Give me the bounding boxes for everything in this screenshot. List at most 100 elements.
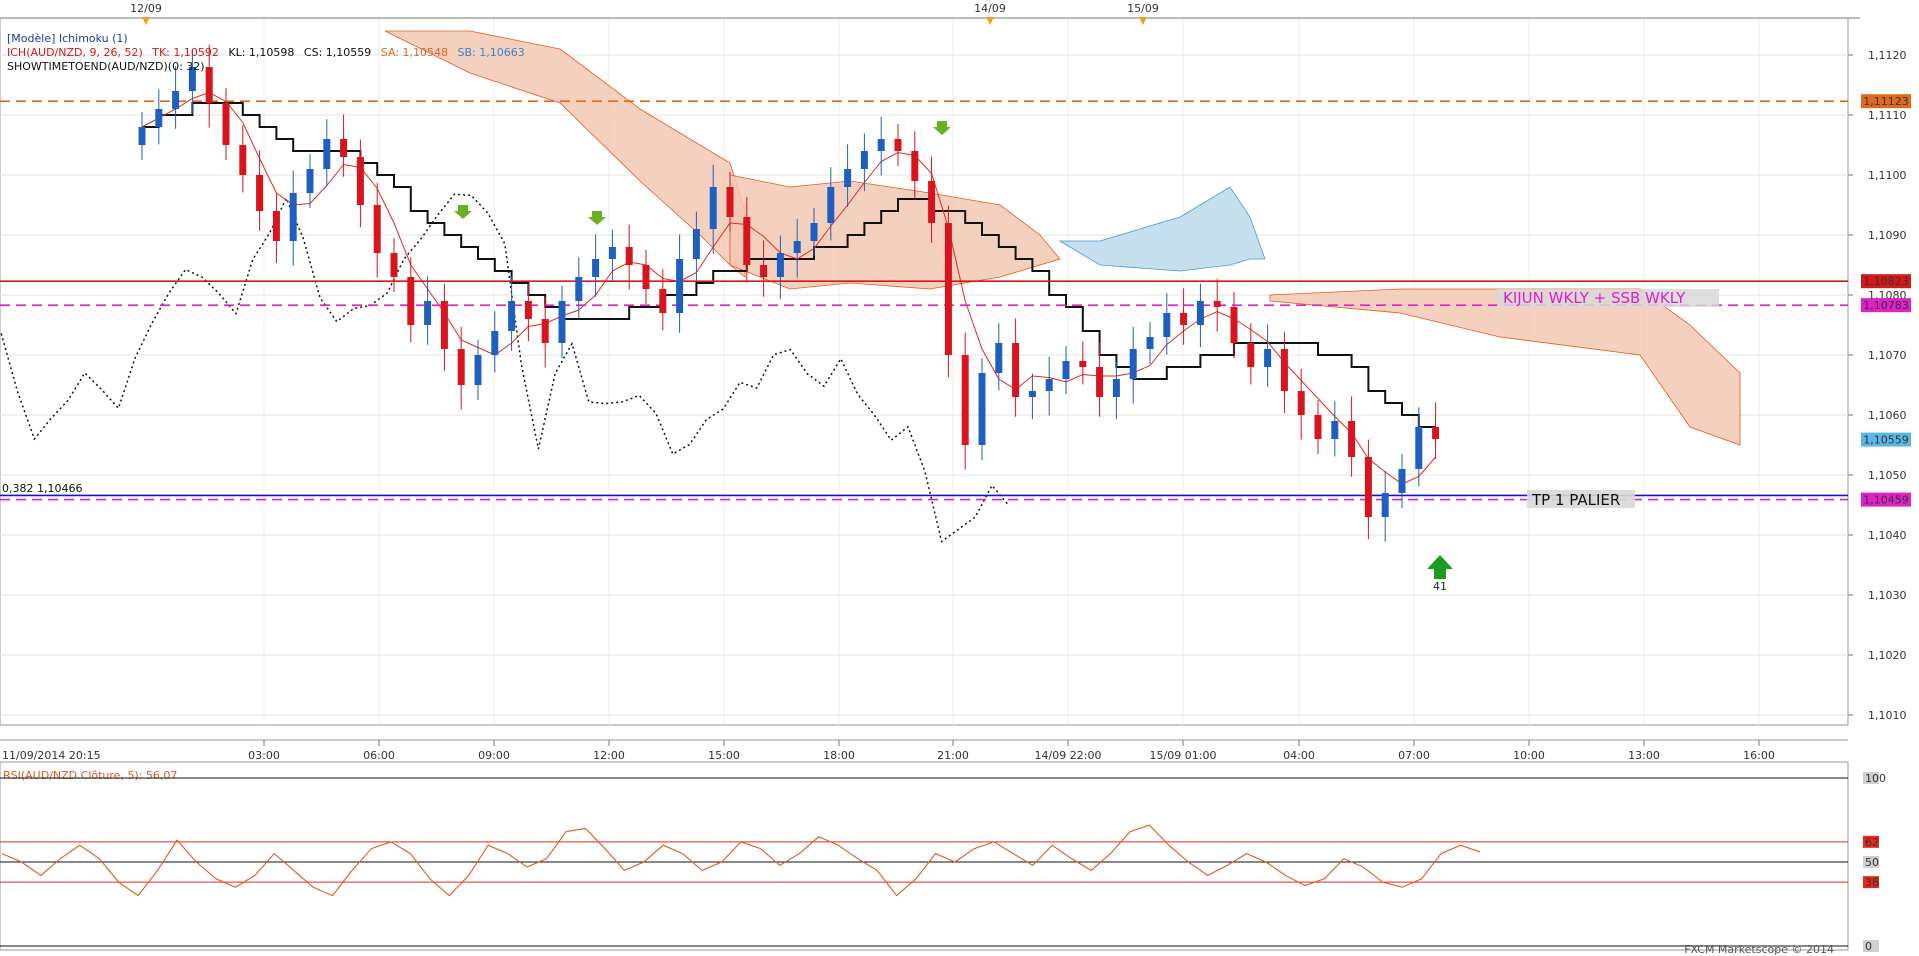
price-tick-label: 1,1070 (1868, 349, 1907, 362)
candle-body (944, 223, 952, 355)
footer-copyright: FXCM Marketscope © 2014 (1684, 943, 1834, 956)
candle-body (424, 301, 432, 325)
candle-body (642, 265, 650, 289)
candle-body (1415, 427, 1423, 469)
candle-body (844, 169, 852, 187)
ich-sb-value: SB: 1,10663 (458, 46, 525, 59)
rsi-label: RSI(AUD/NZD.Clôture, 5): 56,07 (3, 769, 177, 782)
candle-body (676, 259, 684, 313)
kumo-cloud-bear-2 (729, 174, 1061, 290)
candle-body (239, 145, 247, 175)
chikou-span-line (0, 193, 1010, 543)
date-marker-label: 15/09 (1127, 2, 1159, 15)
candle-body (760, 265, 768, 277)
time-tick-label: 13:00 (1628, 749, 1660, 762)
candle-body (1331, 421, 1339, 439)
candle-body (1112, 379, 1120, 397)
candle-body (491, 331, 499, 355)
up-arrow-icon (1427, 555, 1453, 579)
candle-body (524, 301, 532, 319)
candle-body (407, 277, 415, 325)
ich-kl-value: KL: 1,10598 (228, 46, 294, 59)
price-badges: 1,11123 1,10823 1,10783 1,10559 1,10459 (1861, 94, 1911, 507)
date-marker-icon (142, 17, 150, 25)
signal-arrows (454, 121, 1453, 579)
price-badge (1861, 94, 1911, 109)
candle-body (1348, 421, 1356, 457)
candle-body (373, 205, 381, 253)
candle-body (726, 187, 734, 217)
rsi-panel-frame (0, 761, 1849, 951)
time-tick-label: 14/09 22:00 (1035, 749, 1102, 762)
candle-body (928, 181, 936, 223)
down-arrow-icon (933, 121, 951, 135)
time-gridlines (263, 18, 1760, 725)
candle-body (1364, 457, 1372, 517)
price-tick-label: 1,1120 (1868, 49, 1907, 62)
candle-body (894, 139, 902, 151)
time-tick-label: 03:00 (248, 749, 280, 762)
candle-body (1297, 391, 1305, 415)
candle-body (827, 187, 835, 223)
time-tick-label: 04:00 (1283, 749, 1315, 762)
candle-body (1213, 301, 1221, 307)
candle-body (340, 139, 348, 157)
candle-body (1180, 313, 1188, 325)
candle-body (978, 373, 986, 445)
candle-body (692, 229, 700, 259)
candle-body (608, 247, 616, 259)
candle-body (188, 67, 196, 91)
rsi-tick-label: 50 (1865, 856, 1879, 869)
price-tick-label: 1,1030 (1868, 589, 1907, 602)
price-badge (1861, 492, 1911, 507)
rsi-tick-label: 62 (1865, 836, 1879, 849)
candle-body (1381, 493, 1389, 517)
candle-body (222, 103, 230, 145)
time-tick-label: 09:00 (478, 749, 510, 762)
candle-body (625, 247, 633, 265)
candle-body (289, 193, 297, 241)
showtime-label: SHOWTIMETOEND(AUD/NZD)(0: 32) (7, 60, 205, 73)
rsi-line (1, 824, 1481, 897)
candle-body (1062, 361, 1070, 379)
candle-body (743, 217, 751, 265)
date-marker-icon (986, 17, 994, 25)
time-tick-label: 21:00 (937, 749, 969, 762)
candle-body (877, 139, 885, 151)
candle-body (138, 127, 146, 145)
candle-body (1129, 349, 1137, 379)
tp-annotation-box (1527, 490, 1635, 508)
rsi-tick-badge (1863, 856, 1879, 868)
rsi-levels (0, 777, 1848, 947)
rsi-tick-label: 38 (1865, 876, 1879, 889)
price-tick-label: 1,1100 (1868, 169, 1907, 182)
candle-body (793, 241, 801, 253)
time-tick-label: 06:00 (363, 749, 395, 762)
time-tick-label: 15/09 01:00 (1150, 749, 1217, 762)
time-tick-label: 16:00 (1743, 749, 1775, 762)
candle-body (592, 259, 600, 277)
candle-body (860, 151, 868, 169)
price-badge-label: 1,10459 (1863, 494, 1909, 507)
candle-body (1280, 349, 1288, 391)
candle-body (440, 301, 448, 349)
candle-body (205, 67, 213, 103)
candle-body (810, 223, 818, 241)
candle-body (390, 253, 398, 277)
main-plot-frame (0, 17, 1849, 726)
rsi-tick-badge (1863, 835, 1879, 848)
date-marker-icon (1139, 17, 1147, 25)
kijun-annotation: KIJUN WKLY + SSB WKLY (1503, 289, 1686, 307)
price-axis: 1,11201,11101,11001,10901,10801,10701,10… (1848, 49, 1907, 722)
candle-body (1314, 415, 1322, 439)
price-badge (1861, 432, 1911, 447)
price-badge-label: 1,10559 (1863, 434, 1909, 447)
candle-body (1096, 367, 1104, 397)
candle-body (172, 91, 180, 109)
candle-body (1264, 349, 1272, 367)
price-badge-label: 1,10823 (1863, 275, 1909, 288)
fib-label: 0,382 1,10466 (2, 482, 82, 495)
model-label: [Modèle] Ichimoku (1) (7, 32, 128, 45)
price-tick-label: 1,1050 (1868, 469, 1907, 482)
